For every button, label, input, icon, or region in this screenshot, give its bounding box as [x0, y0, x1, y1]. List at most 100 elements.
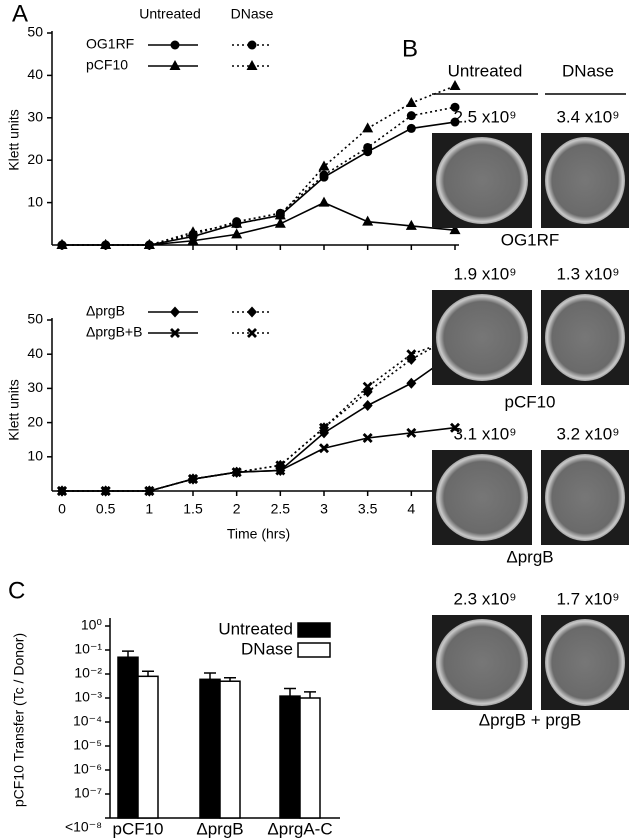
marker — [362, 400, 373, 411]
y-tick-label: 20 — [27, 151, 43, 167]
dish-well — [545, 294, 625, 381]
y-tick-label: 40 — [27, 345, 43, 361]
y-tick-label: 10⁻² — [74, 665, 102, 681]
series-line — [62, 121, 456, 246]
y-tick-label: 10⁰ — [81, 617, 103, 633]
legend-swatch — [297, 622, 331, 638]
cell-count: 2.3 x10⁹ — [453, 589, 516, 608]
bar — [219, 680, 241, 819]
marker — [187, 234, 199, 245]
marker — [143, 239, 155, 249]
y-tick-label: 10 — [27, 193, 43, 209]
y-tick-label: 10⁻⁶ — [73, 761, 102, 777]
legend-label: Untreated — [218, 619, 293, 638]
series-line — [62, 338, 456, 492]
marker — [362, 215, 374, 226]
marker — [57, 486, 67, 496]
marker — [274, 209, 286, 220]
marker — [405, 96, 417, 107]
series-line — [62, 351, 456, 492]
x-tick-label: 2.5 — [271, 501, 291, 517]
dish-well — [436, 137, 528, 224]
marker — [188, 474, 198, 485]
marker — [406, 349, 417, 360]
series-line — [62, 85, 456, 246]
y-tick-label: 10⁻³ — [74, 689, 102, 705]
legend-swatch — [297, 642, 331, 658]
cell-count: 3.2 x10⁹ — [556, 424, 619, 443]
marker — [405, 219, 417, 230]
marker — [144, 486, 155, 496]
marker — [362, 122, 374, 133]
x-tick-label: pCF10 — [112, 819, 163, 838]
marker — [231, 467, 242, 478]
y-tick-label: 10⁻¹ — [74, 641, 102, 657]
marker — [318, 160, 330, 171]
marker — [363, 142, 373, 152]
cell-count: 3.4 x10⁹ — [556, 107, 619, 126]
x-tick-label: ΔprgB — [196, 819, 243, 838]
marker — [319, 422, 329, 433]
panel-letter: A — [12, 0, 28, 27]
column-header: DNase — [562, 61, 614, 80]
legend-label: DNase — [241, 639, 293, 658]
marker — [275, 460, 286, 471]
marker — [170, 328, 180, 338]
marker — [56, 239, 68, 249]
y-tick-label: 30 — [27, 109, 43, 125]
error-bar — [284, 687, 296, 697]
x-tick-label: 0 — [58, 501, 66, 517]
marker — [450, 422, 460, 433]
marker — [362, 381, 373, 392]
y-tick-label: 10⁻⁴ — [73, 713, 102, 729]
cell-count: 1.9 x10⁹ — [453, 264, 516, 283]
y-tick-label: 50 — [27, 311, 43, 327]
bar — [199, 678, 221, 819]
cell-count: 3.1 x10⁹ — [453, 424, 516, 443]
marker — [169, 60, 181, 70]
marker — [450, 102, 460, 112]
legend-header: DNase — [231, 6, 274, 22]
x-tick-label: 1.5 — [183, 501, 203, 517]
marker — [100, 239, 112, 249]
legend-label: OG1RF — [86, 36, 134, 52]
y-tick-label: 10 — [27, 448, 43, 464]
y-tick-label: 10⁻⁵ — [73, 737, 102, 753]
series-line — [62, 334, 456, 492]
y-tick-label: 10⁻⁷ — [74, 785, 102, 801]
bar — [299, 697, 321, 819]
marker — [450, 117, 460, 127]
marker — [406, 377, 417, 389]
y-tick-label: 50 — [27, 24, 43, 40]
marker — [231, 217, 243, 228]
legend-label: ΔprgB+B — [86, 324, 142, 340]
marker — [274, 217, 286, 228]
error-bar — [304, 691, 316, 698]
panel-letter: C — [8, 577, 25, 604]
y-tick-label: 40 — [27, 66, 43, 82]
strain-label: OG1RF — [501, 230, 560, 249]
strain-label: pCF10 — [504, 392, 555, 411]
x-tick-label: 3.5 — [358, 501, 378, 517]
dish-well — [436, 619, 528, 706]
x-axis-label: Time (hrs) — [227, 526, 290, 542]
marker — [406, 427, 417, 438]
marker — [449, 80, 461, 90]
marker — [170, 40, 180, 50]
legend-header: Untreated — [139, 6, 200, 22]
x-tick-label: 0.5 — [96, 501, 116, 517]
legend-label: ΔprgB — [86, 303, 125, 319]
x-tick-label: 4 — [407, 501, 415, 517]
cell-count: 2.5 x10⁹ — [453, 107, 516, 126]
marker — [318, 196, 330, 207]
x-tick-label: ΔprgA-C — [267, 819, 332, 838]
marker — [247, 328, 257, 338]
marker — [319, 170, 329, 180]
series-line — [62, 201, 456, 246]
y-tick-label: 30 — [27, 379, 43, 395]
marker — [247, 306, 257, 318]
dish-well — [545, 454, 625, 541]
y-tick-label: <10⁻⁸ — [65, 819, 102, 835]
error-bar — [122, 650, 134, 658]
y-axis-label: Klett units — [6, 379, 22, 440]
